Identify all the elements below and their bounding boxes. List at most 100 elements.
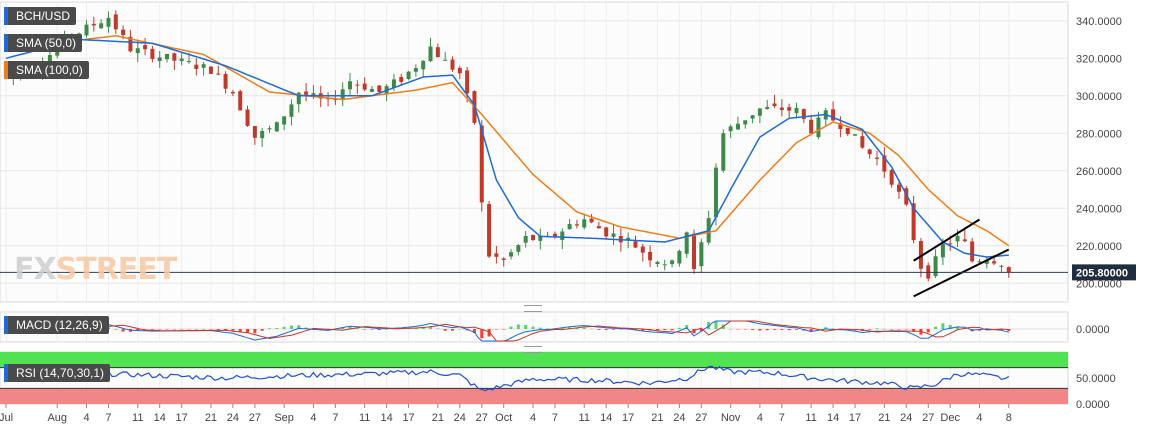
x-tick-label: Aug <box>47 412 67 424</box>
macd-histogram-bar <box>1007 329 1011 332</box>
x-tick-label: Jul <box>0 412 13 424</box>
candle-body <box>670 260 675 265</box>
candle-body <box>304 91 309 95</box>
candle-body <box>201 64 206 68</box>
candle-body <box>289 104 294 117</box>
macd-histogram-bar <box>494 329 498 330</box>
candle-body <box>450 59 455 70</box>
macd-histogram-bar <box>934 326 938 329</box>
x-tick-label: Dec <box>940 412 960 424</box>
candle-body <box>633 241 638 248</box>
macd-histogram-bar <box>743 329 747 330</box>
price-tick-label: 220.0000 <box>1076 241 1122 253</box>
candle-body <box>816 117 821 138</box>
candle-body <box>428 46 433 62</box>
x-tick-label: Oct <box>495 412 512 424</box>
candle-body <box>377 85 382 92</box>
current-price-label: 205.80000 <box>1076 267 1128 279</box>
candle-body <box>875 157 880 159</box>
macd-histogram-bar <box>663 329 667 330</box>
candle-body <box>538 235 543 241</box>
candle-body <box>962 239 967 242</box>
candle-body <box>99 23 104 29</box>
candle-body <box>567 224 572 230</box>
candle-body <box>845 127 850 135</box>
candle-body <box>955 235 960 242</box>
candle-body <box>421 60 426 70</box>
macd-histogram-bar <box>758 329 762 331</box>
macd-histogram-bar <box>297 325 301 329</box>
macd-histogram-bar <box>348 326 352 329</box>
x-tick-label: 27 <box>476 412 488 424</box>
macd-histogram-bar <box>180 329 184 330</box>
candle-body <box>208 66 213 74</box>
candle-body <box>362 83 367 90</box>
price-tick-label: 320.0000 <box>1076 53 1122 65</box>
x-tick-label: 21 <box>432 412 444 424</box>
x-tick-label: 17 <box>849 412 861 424</box>
macd-histogram-bar <box>304 327 308 329</box>
candle-body <box>735 123 740 130</box>
candle-body <box>743 120 748 125</box>
candle-body <box>238 91 243 111</box>
macd-histogram-bar <box>158 329 162 330</box>
candle-body <box>838 123 843 130</box>
macd-histogram-bar <box>260 329 264 331</box>
x-tick-label: 14 <box>380 412 392 424</box>
candle-body <box>801 109 806 119</box>
macd-histogram-bar <box>194 329 198 330</box>
macd-label: MACD (12,26,9) <box>4 316 109 334</box>
x-tick-label: 4 <box>310 412 316 424</box>
candle-body <box>860 136 865 148</box>
candle-body <box>435 47 440 58</box>
macd-histogram-bar <box>677 327 681 329</box>
candle-body <box>186 61 191 63</box>
candle-body <box>889 170 894 185</box>
sma100-line <box>5 35 1010 247</box>
candle-body <box>106 17 111 27</box>
x-tick-label: 14 <box>154 412 166 424</box>
candle-body <box>399 76 404 82</box>
candle-body <box>713 167 718 218</box>
price-tick-label: 340.0000 <box>1076 16 1122 28</box>
candle-body <box>443 59 448 61</box>
candle-body <box>692 233 697 270</box>
macd-histogram-bar <box>941 323 945 329</box>
macd-histogram-bar <box>655 329 659 331</box>
macd-histogram-bar <box>516 324 520 329</box>
macd-histogram-bar <box>765 329 769 331</box>
macd-histogram-bar <box>831 328 835 329</box>
candle-body <box>604 227 609 237</box>
macd-histogram-bar <box>487 329 491 337</box>
macd-histogram-bar <box>714 321 718 329</box>
x-tick-label: 14 <box>827 412 839 424</box>
candle-body <box>596 226 601 229</box>
candle-body <box>355 84 360 86</box>
candle-body <box>655 261 660 264</box>
candle-body <box>750 115 755 119</box>
candle-body <box>640 246 645 253</box>
candle-body <box>970 241 975 262</box>
macd-histogram-bar <box>421 327 425 329</box>
rsi-overbought-zone <box>0 352 1068 368</box>
candle-body <box>84 24 89 36</box>
candle-body <box>406 71 411 79</box>
macd-tick-label: 0.0000 <box>1076 324 1110 336</box>
macd-histogram-bar <box>560 327 564 329</box>
price-pane-resize-handle[interactable] <box>524 305 542 312</box>
macd-histogram-bar <box>538 327 542 329</box>
x-tick-label: 11 <box>805 412 816 424</box>
candle-body <box>772 103 777 107</box>
macd-histogram-bar <box>590 328 594 330</box>
candle-body <box>113 14 118 30</box>
x-tick-label: 17 <box>176 412 188 424</box>
x-tick-label: 27 <box>922 412 934 424</box>
macd-pane-resize-handle[interactable] <box>524 346 542 353</box>
x-tick-label: 27 <box>249 412 261 424</box>
macd-histogram-bar <box>355 328 359 329</box>
macd-histogram-bar <box>172 329 176 330</box>
macd-histogram-bar <box>824 327 828 329</box>
macd-histogram-bar <box>202 329 206 330</box>
sma50-line <box>5 38 1009 258</box>
